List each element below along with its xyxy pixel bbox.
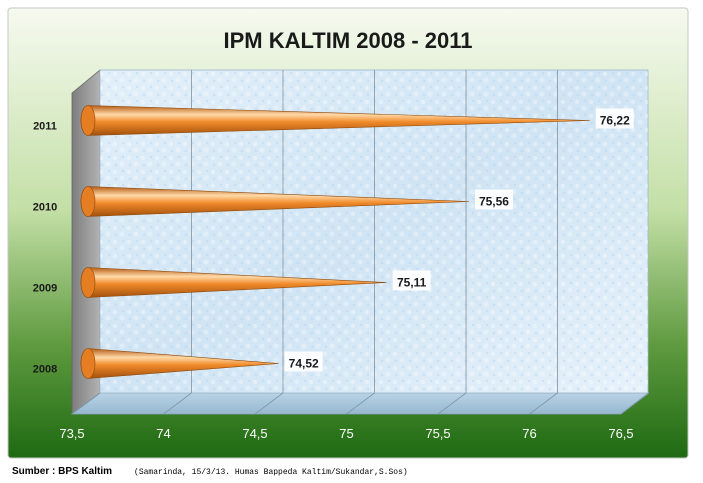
floor-grid-line	[71, 392, 101, 415]
bar-cone-base	[80, 186, 96, 217]
floor-grid-lines	[71, 392, 650, 415]
x-tick-label: 76	[522, 426, 536, 441]
floor-grid-line	[437, 392, 467, 415]
bar-cone-base	[80, 348, 96, 379]
x-tick-label: 75,5	[425, 426, 450, 441]
bar-cone-base	[80, 105, 96, 136]
y-tick-label: 2008	[33, 364, 57, 376]
value-label-box	[474, 189, 513, 210]
x-tick-label: 74,5	[242, 426, 267, 441]
footer: Sumber : BPS Kaltim (Samarinda, 15/3/13. …	[12, 466, 408, 477]
chart-title: IPM KALTIM 2008 - 2011	[223, 28, 472, 53]
floor-grid-line	[254, 392, 284, 415]
floor-grid-line	[620, 392, 650, 415]
value-label: 75,11	[397, 276, 427, 290]
source-text: Sumber : BPS Kaltim	[12, 466, 113, 477]
y-tick-label: 2011	[33, 121, 57, 133]
value-label: 76,22	[600, 114, 630, 128]
x-tick-label: 75	[339, 426, 353, 441]
bars	[80, 105, 590, 379]
x-tick-label: 73,5	[59, 426, 84, 441]
x-tick-label: 74	[156, 426, 170, 441]
floor-grid-line	[163, 392, 192, 415]
floor-grid-line	[529, 392, 558, 415]
value-label: 75,56	[479, 195, 509, 209]
x-axis-labels: 73,5 74 74,5 75 75,5 76 76,5	[59, 426, 633, 441]
y-tick-label: 2010	[33, 202, 57, 214]
x-tick-label: 76,5	[608, 426, 633, 441]
bar-cone-base	[80, 267, 96, 298]
value-label-box	[284, 351, 323, 372]
footer-note: (Samarinda, 15/3/13. Humas Bappeda Kalti…	[134, 468, 408, 477]
value-label: 74,52	[289, 357, 319, 371]
value-label-box	[392, 270, 431, 291]
floor-grid-line	[346, 392, 375, 415]
value-labels: 74,52 75,11 75,56 76,22	[284, 108, 634, 372]
value-label-box	[595, 108, 634, 129]
y-tick-label: 2009	[33, 283, 57, 295]
y-axis-labels: 2008 2009 2010 2011	[33, 121, 57, 376]
